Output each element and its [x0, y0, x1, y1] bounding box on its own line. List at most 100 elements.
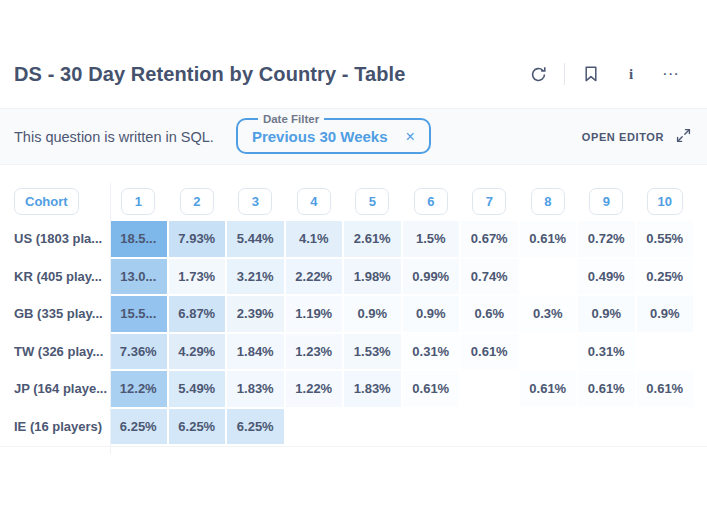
- retention-cell[interactable]: 1.5%: [403, 221, 460, 257]
- retention-cell[interactable]: 6.25%: [227, 409, 284, 445]
- retention-cell[interactable]: 1.73%: [169, 259, 226, 295]
- table-row: GB (335 play...15.5...6.87%2.39%1.19%0.9…: [14, 296, 693, 332]
- retention-cell[interactable]: 1.83%: [344, 371, 401, 407]
- column-header-8[interactable]: 8: [531, 188, 565, 215]
- retention-cell[interactable]: 5.49%: [169, 371, 226, 407]
- retention-cell[interactable]: 0.61%: [520, 221, 577, 257]
- retention-cell: [403, 409, 460, 445]
- cohort-label[interactable]: TW (326 play...: [14, 334, 108, 370]
- bookmark-button[interactable]: [571, 60, 611, 88]
- cohort-label[interactable]: IE (16 players): [14, 409, 108, 445]
- retention-cell[interactable]: 1.53%: [344, 334, 401, 370]
- retention-cell[interactable]: 7.93%: [169, 221, 226, 257]
- retention-cell[interactable]: 0.61%: [637, 371, 694, 407]
- info-button[interactable]: i: [611, 60, 651, 88]
- retention-cell: [520, 409, 577, 445]
- retention-cell: [637, 409, 694, 445]
- retention-cell[interactable]: 5.44%: [227, 221, 284, 257]
- editor-group: OPEN EDITOR: [582, 128, 691, 146]
- retention-cell[interactable]: 2.22%: [286, 259, 343, 295]
- actions-divider: [564, 63, 565, 85]
- cohort-label[interactable]: JP (164 playe...: [14, 371, 108, 407]
- more-options-button[interactable]: ...: [651, 60, 691, 88]
- retention-cell[interactable]: 1.84%: [227, 334, 284, 370]
- retention-cell: [637, 334, 694, 370]
- column-header-9[interactable]: 9: [589, 188, 623, 215]
- info-icon: i: [629, 66, 633, 83]
- cohort-label[interactable]: GB (335 play...: [14, 296, 108, 332]
- column-header-3[interactable]: 3: [238, 188, 272, 215]
- cohort-label[interactable]: US (1803 pla...: [14, 221, 108, 257]
- retention-cell[interactable]: 0.99%: [403, 259, 460, 295]
- column-header-7[interactable]: 7: [472, 188, 506, 215]
- column-header-6[interactable]: 6: [414, 188, 448, 215]
- bookmark-icon: [584, 66, 598, 82]
- retention-cell[interactable]: 0.9%: [344, 296, 401, 332]
- column-header-cell: 8: [520, 188, 577, 215]
- retention-cell[interactable]: 18.5...: [110, 221, 167, 257]
- retention-cell[interactable]: 6.87%: [169, 296, 226, 332]
- column-header-2[interactable]: 2: [180, 188, 214, 215]
- column-header-10[interactable]: 10: [647, 188, 683, 215]
- column-header-cell: 1: [110, 188, 167, 215]
- retention-cell[interactable]: 3.21%: [227, 259, 284, 295]
- retention-cell[interactable]: 6.25%: [169, 409, 226, 445]
- retention-cell[interactable]: 0.25%: [637, 259, 694, 295]
- retention-cell[interactable]: 15.5...: [110, 296, 167, 332]
- retention-cell[interactable]: 2.39%: [227, 296, 284, 332]
- retention-cell[interactable]: 4.29%: [169, 334, 226, 370]
- retention-cell[interactable]: 0.67%: [461, 221, 518, 257]
- retention-cell[interactable]: 0.61%: [578, 371, 635, 407]
- expand-icon: [676, 128, 691, 146]
- cohort-label[interactable]: KR (405 play...: [14, 259, 108, 295]
- retention-cell[interactable]: 0.72%: [578, 221, 635, 257]
- cohort-column-divider: [110, 183, 111, 454]
- retention-cell[interactable]: 7.36%: [110, 334, 167, 370]
- retention-cell[interactable]: 0.55%: [637, 221, 694, 257]
- retention-cell: [461, 409, 518, 445]
- retention-cell[interactable]: 2.61%: [344, 221, 401, 257]
- retention-cell[interactable]: 0.9%: [578, 296, 635, 332]
- column-header-cell: 3: [227, 188, 284, 215]
- column-header-4[interactable]: 4: [297, 188, 331, 215]
- retention-cell[interactable]: 1.22%: [286, 371, 343, 407]
- date-filter-value[interactable]: Previous 30 Weeks: [252, 128, 388, 145]
- retention-cell: [520, 334, 577, 370]
- column-header-cell: 6: [403, 188, 460, 215]
- open-editor-button[interactable]: OPEN EDITOR: [582, 131, 664, 143]
- retention-cell[interactable]: 0.61%: [520, 371, 577, 407]
- column-header-5[interactable]: 5: [355, 188, 389, 215]
- column-header-cell: 5: [344, 188, 401, 215]
- retention-cell[interactable]: 0.74%: [461, 259, 518, 295]
- expand-button[interactable]: [676, 128, 691, 146]
- date-filter-label: Date Filter: [258, 113, 324, 125]
- retention-cell[interactable]: 1.83%: [227, 371, 284, 407]
- retention-cell[interactable]: 0.61%: [461, 334, 518, 370]
- table-body: US (1803 pla...18.5...7.93%5.44%4.1%2.61…: [14, 221, 693, 444]
- retention-cell[interactable]: 1.19%: [286, 296, 343, 332]
- retention-cell[interactable]: 13.0...: [110, 259, 167, 295]
- retention-cell[interactable]: 0.31%: [403, 334, 460, 370]
- ellipsis-icon: ...: [662, 65, 679, 83]
- retention-cell[interactable]: 0.31%: [578, 334, 635, 370]
- retention-cell[interactable]: 12.2%: [110, 371, 167, 407]
- column-header-cohort[interactable]: Cohort: [14, 188, 79, 215]
- retention-cell[interactable]: 4.1%: [286, 221, 343, 257]
- retention-cell[interactable]: 0.3%: [520, 296, 577, 332]
- date-filter-widget[interactable]: Date Filter Previous 30 Weeks ×: [236, 113, 431, 154]
- retention-cell[interactable]: 0.9%: [637, 296, 694, 332]
- retention-cell[interactable]: 0.9%: [403, 296, 460, 332]
- retention-cell[interactable]: 0.61%: [403, 371, 460, 407]
- table-header-row: Cohort 123456789 10: [14, 183, 693, 219]
- retention-cell: [461, 371, 518, 407]
- retention-cell[interactable]: 0.6%: [461, 296, 518, 332]
- page-title: DS - 30 Day Retention by Country - Table: [14, 63, 518, 86]
- retention-cell[interactable]: 1.23%: [286, 334, 343, 370]
- retention-cell[interactable]: 1.98%: [344, 259, 401, 295]
- column-header-cell: 2: [169, 188, 226, 215]
- date-filter-clear-icon[interactable]: ×: [406, 129, 415, 145]
- retention-cell[interactable]: 6.25%: [110, 409, 167, 445]
- refresh-button[interactable]: [518, 60, 558, 88]
- column-header-1[interactable]: 1: [121, 188, 155, 215]
- retention-cell[interactable]: 0.49%: [578, 259, 635, 295]
